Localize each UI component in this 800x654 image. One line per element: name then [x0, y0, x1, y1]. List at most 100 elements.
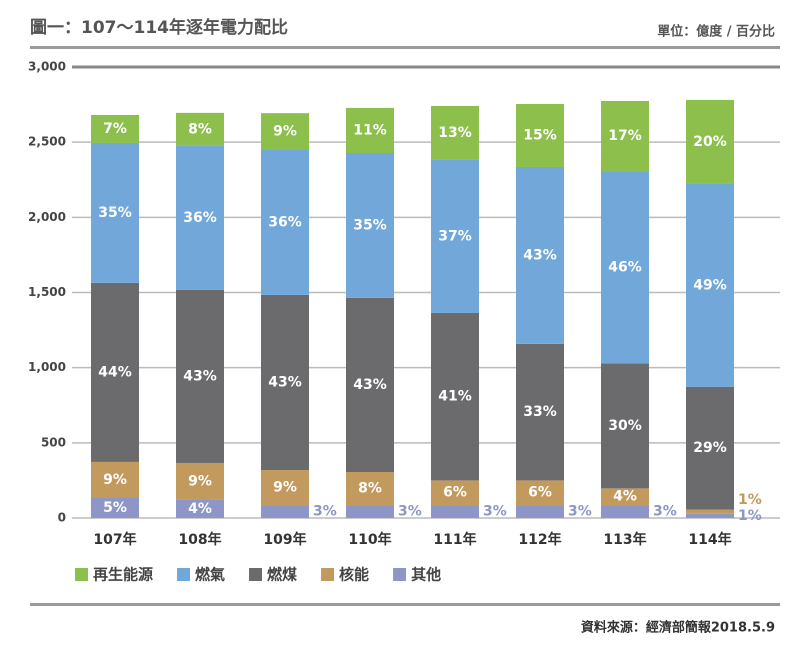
legend-label: 再生能源 [93, 566, 153, 584]
segment-label: 35% [353, 217, 387, 233]
bottom-rule [30, 603, 780, 606]
segment-label: 8% [188, 121, 212, 137]
y-tick-label: 3,000 [28, 60, 66, 74]
bar-segment [686, 513, 734, 518]
y-tick-label: 1,500 [28, 285, 66, 299]
segment-label: 15% [523, 127, 557, 143]
x-tick-label: 112年 [518, 531, 561, 548]
bar-segment [346, 152, 394, 298]
segment-label: 35% [98, 205, 132, 221]
x-tick-label: 111年 [433, 531, 476, 548]
x-tick-label: 107年 [93, 531, 136, 548]
segment-label: 1% [738, 492, 762, 508]
bar-segment [176, 289, 224, 463]
bar-segment [686, 99, 734, 184]
segment-label: 43% [183, 368, 217, 384]
bar-segment [91, 114, 139, 143]
x-tick-label: 113年 [603, 531, 646, 548]
segment-label: 43% [523, 247, 557, 263]
bar-segment [686, 509, 734, 514]
segment-label: 5% [103, 500, 127, 516]
y-tick-label: 0 [58, 511, 66, 525]
bar-segment [346, 471, 394, 506]
segment-label: 9% [103, 472, 127, 488]
segment-label: 3% [483, 504, 507, 520]
bar-segment [601, 505, 649, 518]
bar-segment [261, 470, 309, 506]
bar-segment [686, 183, 734, 387]
unit-note: 單位：億度 / 百分比 [657, 24, 775, 40]
segment-label: 36% [183, 210, 217, 226]
segment-label: 8% [358, 481, 382, 497]
segment-label: 41% [438, 389, 472, 405]
segment-label: 6% [443, 485, 467, 501]
segment-label: 44% [98, 364, 132, 380]
segment-label: 7% [103, 121, 127, 137]
segment-label: 20% [693, 134, 727, 150]
legend-swatch [321, 568, 335, 581]
bar-segment [431, 105, 479, 160]
segment-label: 3% [568, 504, 592, 520]
legend-swatch [177, 568, 191, 581]
chart-title: 圖一：107～114年逐年電力配比 [30, 17, 288, 38]
bar-segment [601, 488, 649, 506]
x-tick-label: 108年 [178, 531, 221, 548]
bar-segment [516, 505, 564, 518]
bar-segment [686, 386, 734, 510]
segment-label: 1% [738, 508, 762, 524]
segment-label: 46% [608, 259, 642, 275]
bar-segment [346, 505, 394, 518]
bar-segment [516, 166, 564, 344]
segment-label: 17% [608, 128, 642, 144]
bar-segment [431, 505, 479, 518]
segment-label: 4% [188, 501, 212, 517]
bar-segment [91, 461, 139, 499]
bar-segment [261, 149, 309, 295]
bar-segment [261, 113, 309, 150]
segment-label: 3% [653, 504, 677, 520]
segment-label: 3% [398, 504, 422, 520]
bar-segment [431, 312, 479, 481]
segment-label: 43% [353, 377, 387, 393]
segment-label: 6% [528, 485, 552, 501]
bar-segment [601, 100, 649, 172]
segment-label: 36% [268, 214, 302, 230]
bar-segment [91, 142, 139, 283]
segment-label: 4% [613, 489, 637, 505]
bar-segment [346, 297, 394, 472]
segment-label: 49% [693, 277, 727, 293]
legend-swatch [75, 568, 88, 581]
segment-label: 33% [523, 404, 557, 420]
y-tick-label: 1,000 [28, 360, 66, 374]
bar-segment [176, 462, 224, 500]
bar-segment [431, 159, 479, 313]
bar-segment [176, 145, 224, 290]
bar-segment [601, 363, 649, 489]
segment-label: 9% [273, 480, 297, 496]
bar-segment [261, 294, 309, 471]
bar-segment [516, 480, 564, 506]
segment-label: 13% [438, 125, 472, 141]
segment-label: 9% [188, 473, 212, 489]
source-note: 資料來源：經濟部簡報2018.5.9 [581, 620, 775, 636]
bar-segment [91, 282, 139, 462]
bar-segment [516, 343, 564, 481]
y-tick-label: 2,500 [28, 135, 66, 149]
legend-label: 燃煤 [267, 566, 297, 584]
segment-label: 29% [693, 440, 727, 456]
legend-swatch [393, 568, 407, 581]
bar-segment [176, 499, 224, 518]
legend-label: 其他 [411, 566, 441, 584]
legend-label: 燃氣 [195, 566, 225, 584]
bar-segment [516, 103, 564, 167]
top-rule [30, 46, 780, 49]
x-tick-label: 109年 [263, 531, 306, 548]
y-tick-label: 500 [41, 435, 66, 449]
bar-segment [431, 480, 479, 506]
segment-label: 37% [438, 228, 472, 244]
segment-label: 9% [273, 124, 297, 140]
bar-segment [261, 505, 309, 518]
y-tick-label: 2,000 [28, 210, 66, 224]
bar-segment [601, 171, 649, 364]
